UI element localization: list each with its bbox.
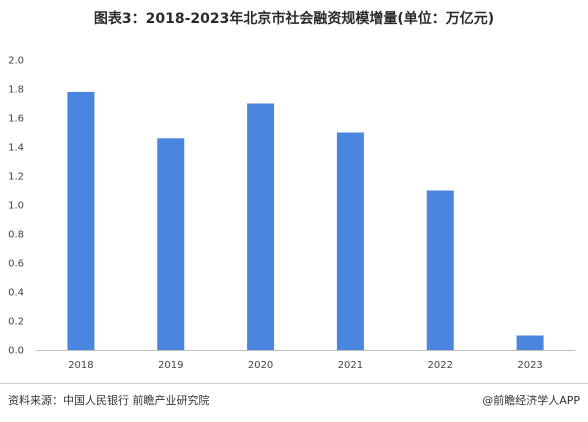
chart-title: 图表3：2018-2023年北京市社会融资规模增量(单位：万亿元) bbox=[93, 11, 495, 27]
bar-2022 bbox=[426, 190, 454, 350]
bar-2023 bbox=[516, 335, 544, 350]
bar-2020 bbox=[247, 103, 275, 350]
x-tick-label: 2018 bbox=[68, 360, 93, 371]
x-tick-label: 2021 bbox=[338, 360, 363, 371]
bar-2018 bbox=[67, 91, 95, 351]
y-tick-label: 1.4 bbox=[8, 143, 24, 154]
bars bbox=[67, 91, 544, 351]
bar-2019 bbox=[157, 138, 185, 350]
x-tick-label: 2022 bbox=[428, 360, 453, 371]
x-tick-label: 2023 bbox=[517, 360, 542, 371]
y-tick-label: 1.0 bbox=[8, 201, 24, 212]
y-tick-label: 0.6 bbox=[8, 259, 24, 270]
y-tick-label: 0.2 bbox=[8, 317, 24, 328]
credit-note: @前瞻经济学人APP bbox=[482, 394, 580, 407]
y-tick-label: 0.4 bbox=[8, 288, 24, 299]
y-tick-label: 1.8 bbox=[8, 85, 24, 96]
y-tick-label: 2.0 bbox=[8, 56, 24, 67]
x-axis-ticks: 2018 2019 2020 2021 2022 2023 bbox=[68, 360, 543, 371]
x-tick-label: 2020 bbox=[248, 360, 273, 371]
bar-2021 bbox=[336, 132, 364, 350]
x-tick-label: 2019 bbox=[158, 360, 183, 371]
source-note: 资料来源：中国人民银行 前瞻产业研究院 bbox=[8, 394, 210, 407]
footer-divider bbox=[0, 383, 588, 384]
y-tick-label: 1.6 bbox=[8, 114, 24, 125]
y-tick-label: 1.2 bbox=[8, 172, 24, 183]
y-axis-ticks: 0.0 0.2 0.4 0.6 0.8 1.0 1.2 1.4 1.6 1.8 2.0 bbox=[8, 56, 24, 357]
y-tick-label: 0.0 bbox=[8, 346, 24, 357]
y-tick-label: 0.8 bbox=[8, 230, 24, 241]
